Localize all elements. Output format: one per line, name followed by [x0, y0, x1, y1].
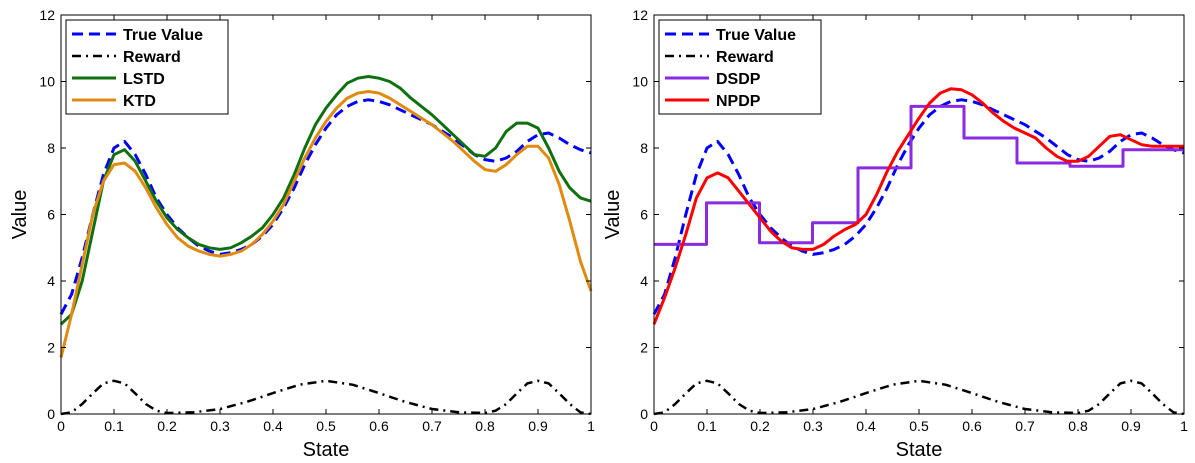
y-tick-label: 0 [47, 406, 55, 422]
y-tick-label: 12 [39, 7, 55, 23]
x-axis-label: State [303, 439, 350, 461]
x-tick-label: 0.1 [697, 418, 717, 434]
x-tick-label: 0.2 [157, 418, 177, 434]
series-line-lstd [59, 75, 592, 326]
x-tick-label: 0.3 [210, 418, 230, 434]
y-tick-label: 12 [632, 7, 648, 23]
y-tick-label: 10 [632, 74, 648, 90]
legend-label: KTD [123, 93, 156, 110]
x-tick-label: 0.6 [962, 418, 982, 434]
y-tick-label: 2 [640, 340, 648, 356]
x-tick-label: 0.1 [104, 418, 124, 434]
chart-panel-1: 0 0.1 0.2 0.3 0.4 0.5 0.6 0.7 0.8 0.9 1024681012St… [9, 7, 595, 461]
x-tick-label: 0.9 [1121, 418, 1141, 434]
x-tick-label: 0.7 [1015, 418, 1035, 434]
x-tick-label: 0.2 [750, 418, 770, 434]
series-line-true-value [59, 98, 592, 316]
x-tick-label: 1 [587, 418, 595, 434]
x-tick-label: 0.5 [909, 418, 929, 434]
x-tick-label: 0.3 [803, 418, 823, 434]
x-axis-label: State [896, 439, 943, 461]
series-line-dsdp [654, 104, 1184, 246]
x-tick-label: 0.8 [475, 418, 495, 434]
x-tick-label: 0.7 [422, 418, 442, 434]
x-tick-label: 0.5 [316, 418, 336, 434]
series-line-ktd [59, 90, 593, 358]
x-tick-label: 0.4 [856, 418, 876, 434]
series-line-reward [60, 379, 592, 416]
y-tick-label: 4 [47, 273, 55, 289]
x-tick-label: 0.8 [1068, 418, 1088, 434]
chart-panel-2: 0 0.1 0.2 0.3 0.4 0.5 0.6 0.7 0.8 0.9 1024681012St… [602, 7, 1188, 461]
legend-label: NPDP [716, 93, 761, 110]
legend-label: True Value [716, 27, 796, 44]
y-axis-label: Value [602, 190, 624, 240]
legend-box [65, 19, 229, 115]
y-tick-label: 8 [640, 140, 648, 156]
y-tick-label: 4 [640, 273, 648, 289]
x-tick-label: 0 [57, 418, 65, 434]
x-tick-label: 0.6 [369, 418, 389, 434]
legend-label: LSTD [123, 71, 165, 88]
series-line-reward [653, 379, 1185, 416]
legend-label: True Value [123, 27, 203, 44]
y-axis-label: Value [9, 190, 31, 240]
legend: True Value Reward LSTD KTD [65, 19, 229, 115]
legend-label: DSDP [716, 71, 761, 88]
legend-label: Reward [716, 49, 774, 66]
y-tick-label: 6 [640, 207, 648, 223]
x-tick-label: 0 [650, 418, 658, 434]
legend-label: Reward [123, 49, 181, 66]
legend-box [658, 19, 822, 115]
legend: True Value Reward DSDP NPDP [658, 19, 822, 115]
x-tick-label: 0.4 [263, 418, 283, 434]
y-tick-label: 2 [47, 340, 55, 356]
y-tick-label: 10 [39, 74, 55, 90]
series-line-npdp [652, 87, 1184, 325]
y-tick-label: 6 [47, 207, 55, 223]
x-tick-label: 1 [1180, 418, 1188, 434]
y-tick-label: 8 [47, 140, 55, 156]
x-tick-label: 0.9 [528, 418, 548, 434]
y-tick-label: 0 [640, 406, 648, 422]
series-line-true-value [652, 98, 1185, 316]
